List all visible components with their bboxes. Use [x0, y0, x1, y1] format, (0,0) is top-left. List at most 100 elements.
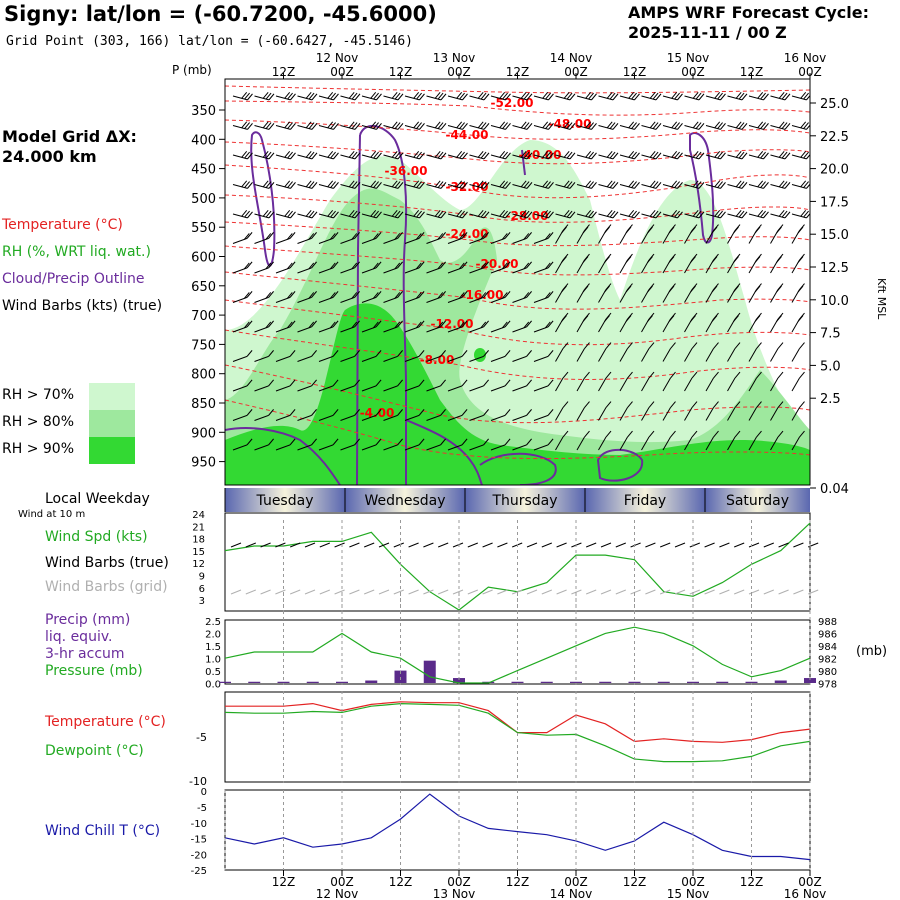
weekday-label: Friday [624, 493, 666, 509]
wind-barb-feather [483, 261, 489, 269]
wind-barb-feather [647, 315, 653, 322]
wind-barb-feather [584, 312, 590, 320]
wind-barb-feather [776, 226, 782, 234]
wind-barb-feather [397, 379, 403, 387]
surface-wind-barb [438, 542, 449, 548]
wind-barb-feather [351, 262, 358, 270]
wind-barb-feather [370, 121, 377, 129]
pressure-tick-label: 988 [818, 617, 837, 628]
pressure-label: Pressure (mb) [45, 663, 143, 679]
wind-barb-feather [351, 92, 358, 100]
wind-barb-feather [566, 181, 573, 188]
bottom-tick-label: 00Z [798, 875, 822, 889]
wind-barb-feather [289, 350, 296, 357]
wind-barb-feather [397, 291, 403, 298]
precip-label: Precip (mm) liq. equiv. 3-hr accum [45, 612, 130, 663]
top-tick-label: 12Z [272, 65, 296, 79]
wind-barb-feather [480, 122, 487, 129]
wind-barb-feather [781, 92, 788, 100]
top-tick-label: 12Z [506, 65, 530, 79]
rh-legend-70: RH > 70% [2, 387, 75, 403]
wind-barb [791, 407, 800, 421]
wind-barb-feather [720, 211, 726, 219]
wind-barb-feather [418, 438, 425, 446]
wind-barb-feather [501, 262, 508, 270]
wind-barb-feather [670, 312, 676, 320]
wind-barb-feather [501, 321, 508, 329]
wind-barb-feather [268, 232, 274, 239]
wind-barb-feather [741, 211, 748, 219]
wind-barb-feather [671, 121, 678, 129]
wind-barb-feather [520, 151, 527, 158]
precip-bar [628, 681, 641, 683]
top-tick-label: 00Z [681, 65, 705, 79]
pressure-tick-label: 550 [191, 221, 216, 236]
wind-barb [533, 444, 549, 451]
wind-barb-feather [397, 211, 404, 219]
wind-barb-feather [375, 379, 382, 387]
wind-barb-feather [458, 292, 465, 299]
chill-tick-label: -15 [191, 835, 207, 846]
wind-barb-feather [763, 152, 769, 160]
wind-barb [791, 377, 800, 392]
wind-tick-label: 18 [192, 535, 205, 546]
isotherm-label: -36.00 [385, 164, 428, 178]
wind-barb-feather [677, 152, 683, 160]
legend-rh: RH (%, WRT liq. wat.) [2, 244, 151, 260]
isotherm-label: -20.00 [476, 257, 519, 271]
wind-barb-feather [526, 261, 532, 269]
wind-barb-feather [562, 401, 569, 408]
grid-point-text: Grid Point (303, 166) lat/lon = (-60.642… [6, 34, 413, 49]
surface-wind-barb [660, 542, 671, 548]
wind-barb-feather [649, 180, 656, 188]
wind-barb-feather [243, 262, 250, 270]
wind-barb-feather [308, 262, 315, 270]
wind-barb-feather [627, 430, 633, 438]
precip-bar [248, 681, 261, 683]
wind-barb-feather [754, 285, 761, 293]
wind-barb-feather [757, 151, 764, 158]
wind-barb-feather [416, 210, 422, 218]
wind-barb-feather [332, 409, 339, 416]
wind-barb-feather [799, 224, 805, 231]
wind-barb-feather [799, 430, 805, 438]
chill-tick-label: -25 [191, 866, 207, 877]
isotherm-label: -44.00 [446, 128, 489, 142]
wind-barb-feather [268, 211, 275, 219]
grid-wind-barb [378, 589, 390, 595]
wind-barb-feather [330, 92, 336, 100]
isotherm [225, 399, 810, 460]
wind-barb-feather [628, 121, 635, 129]
wind-barb [275, 355, 291, 362]
wind-barb-feather [647, 285, 653, 293]
height-axis-label: Kft MSL [875, 278, 888, 320]
wind-barb-feather [757, 210, 764, 217]
wind-barb-feather [397, 350, 403, 357]
wind-barb-feather [711, 226, 718, 234]
wind-barb-feather [247, 123, 253, 130]
wind-barb-feather [609, 181, 616, 188]
wind-barb-feather [434, 210, 441, 217]
wind-barb [748, 407, 757, 421]
wind-barb [576, 407, 585, 421]
wind-barb-feather [713, 283, 719, 290]
wind-barb-feather [262, 151, 269, 158]
pressure-tick-label: 980 [818, 667, 837, 678]
wind-barb-feather [289, 379, 296, 387]
wind-barb-feather [777, 224, 784, 231]
wind-tick-label: 12 [192, 559, 205, 570]
wind-barb-feather [548, 123, 554, 130]
grid-wind-barb [452, 589, 464, 595]
wind-barb-feather [483, 320, 489, 328]
wind-barb-feather [308, 292, 315, 299]
wind-barb-feather [418, 350, 425, 357]
wind-barb-feather [784, 182, 791, 189]
wind-barb [404, 355, 420, 362]
wind-barb-feather [735, 210, 742, 217]
wind-barb-feather [797, 285, 804, 293]
wind-barb [748, 348, 757, 362]
wind-barb-feather [289, 409, 296, 416]
wind-barb-feather [311, 182, 318, 189]
wind-barb-feather [440, 152, 447, 160]
